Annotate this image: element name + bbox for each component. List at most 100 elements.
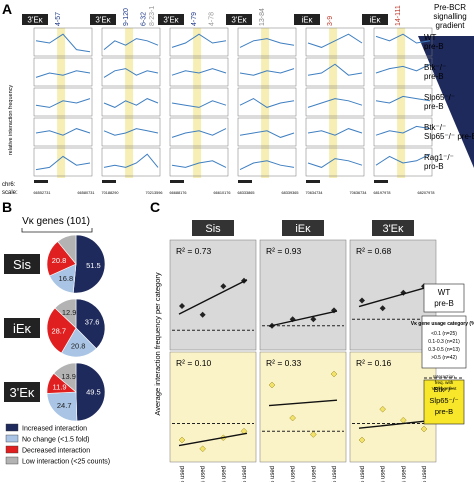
interaction-trace [103,38,159,50]
slice-value: 20.8 [71,341,86,350]
slice-value: 24.7 [57,401,72,410]
marker-label: 3-9 [327,16,334,26]
x-tick-label: <0.1% used [360,466,366,482]
gradient-label: Pre-BCR [434,3,466,12]
scale-bar [102,180,116,183]
legend-swatch [5,445,19,454]
regression-line [358,420,428,429]
enhancer-box [22,14,48,25]
chr-label: chr6: [2,182,16,188]
trace-frame [101,147,161,177]
scale-left: 66688176 [170,191,187,195]
legend-swatch [5,434,19,443]
trace-frame [237,87,297,117]
regression-line [358,286,428,308]
row-label-line2: pre-B [424,102,444,111]
trace-frame [373,147,433,177]
enhancer-box [294,14,320,25]
row-label-line2: pre-B [424,72,444,81]
column-header-box [372,220,414,236]
trace-frame [305,57,365,87]
dko-label: pre-B [435,407,453,416]
y-axis-label: relative interaction frequency [8,85,14,156]
pie-label-box [4,318,40,338]
trace-frame [101,27,161,57]
dko-label: Slp65⁻/⁻ [429,396,458,405]
panel-c-letter: C [150,199,160,215]
interaction-trace [35,33,91,53]
trace-frame [373,117,433,147]
slice-value: 11.9 [52,382,66,391]
highlight-band [125,28,134,178]
interaction-trace [307,33,363,48]
r-squared: R² = 0.16 [356,358,391,368]
marker-label: 14-111 [395,5,402,26]
scale-right: 68207978 [418,191,435,195]
interaction-trace [239,98,295,108]
interaction-trace [35,98,91,108]
data-point [379,405,387,413]
pie-label-box [4,254,40,274]
x-tick-label: <0.1% used [180,466,186,482]
row-label-line1: Rag1⁻/⁻ [424,153,454,162]
pie-slice [46,307,77,354]
interaction-trace [103,153,159,168]
enhancer-label: 3'Eκ [231,16,247,25]
marker-label: 4-79 [191,12,198,26]
data-point [289,414,297,422]
panel-b-letter: B [2,199,12,215]
interaction-trace [103,98,159,108]
pie-slice [46,391,78,422]
trace-frame [169,117,229,147]
enhancer-box [226,14,252,25]
row-label-line1: Slp65⁻/⁻ [424,93,455,102]
interaction-trace [375,63,431,74]
trace-frame [373,27,433,57]
interaction-trace [35,128,91,136]
enhancer-box [362,14,388,25]
wt-label: pre-B [434,299,454,308]
interaction-trace [171,33,227,48]
column-header-box [192,220,234,236]
row-label-line1: Btk⁻/⁻ [424,123,446,132]
bracket [21,228,93,233]
data-point [199,445,207,453]
marker-label: 13-84 [259,8,266,26]
interaction-trace [375,33,431,44]
trace-frame [169,57,229,87]
scale-right: 70213596 [146,191,163,195]
marker-label-2: 4-78 [209,12,216,26]
enhancer-label: iEκ [301,16,313,25]
usage-legend-item: 0.1-0.3 (n=21) [428,339,460,345]
scale-bar [34,180,48,183]
data-point [310,316,317,323]
dash-note: Vκ fragment [432,386,457,391]
wt-plot-bg [169,239,257,351]
x-tick-label: >0.5% used [422,466,428,482]
column-header-box [282,220,324,236]
trace-frame [305,147,365,177]
usage-legend-item: 0.3-0.5 (n=13) [428,347,460,353]
regression-line [178,279,248,315]
enhancer-label: 3'Eκ [95,16,111,25]
slice-value: 51.5 [86,261,101,270]
trace-frame [33,57,93,87]
data-point [309,431,317,438]
trace-frame [237,117,297,147]
interaction-trace [375,153,431,166]
slice-value: 12.9 [62,308,77,317]
scale-bar [374,180,388,183]
row-label-line2: pro-B [424,162,444,171]
interaction-trace [307,158,363,168]
usage-legend-box [421,315,467,369]
highlight-band [329,28,338,178]
dko-label-box [423,379,465,425]
trace-frame [33,87,93,117]
scale-left: 68333865 [238,191,255,195]
slice-value: 20.8 [52,256,67,265]
pie-slice [53,362,77,393]
extra-marker-label: 8-23-1 [149,6,156,26]
interaction-trace [35,70,91,78]
panel-c: Average interaction frequency per catego… [153,220,474,482]
